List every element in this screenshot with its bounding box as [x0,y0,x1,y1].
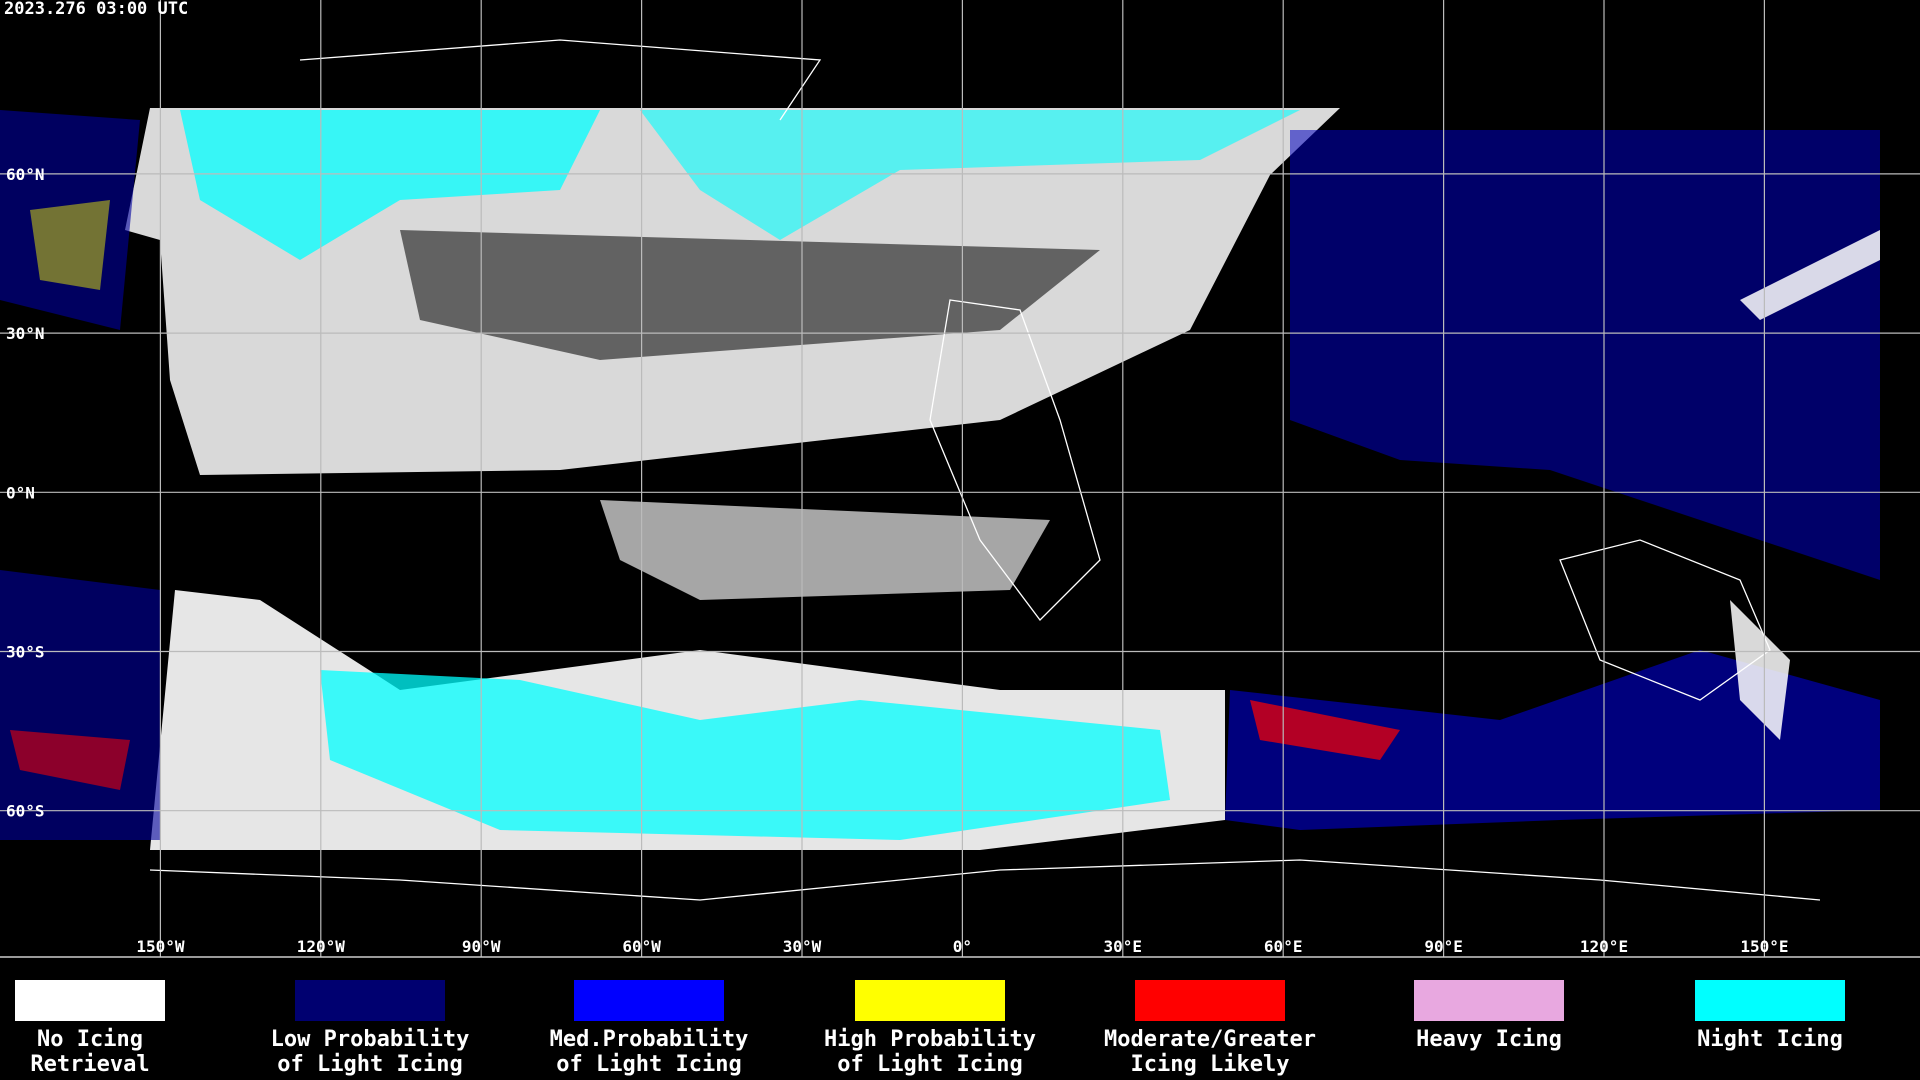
cloud-field [600,500,1050,600]
night-cloud [640,110,1300,240]
icing-region [10,730,130,790]
legend-label: Low Probability [271,1027,470,1052]
night-cloud [180,110,600,260]
graticule-labels: 150°W 120°W 90°W 60°W 30°W 0° 30°E 60°E 90°E 120°… [6,165,1788,956]
lat-label: 30°S [6,643,45,662]
clear-area [400,230,1100,360]
legend-label: Med.Probability [550,1027,749,1052]
legend-label: Moderate/Greater [1104,1027,1316,1052]
icing-region [1225,650,1880,830]
lat-label: 0°N [6,483,35,502]
lon-label: 0° [953,937,972,956]
legend-swatch [1414,980,1564,1021]
cloud-field [1730,600,1790,740]
icing-region [1250,700,1400,760]
legend-swatch [574,980,724,1021]
legend-label: of Light Icing [556,1052,741,1077]
night-cloud [320,670,1170,840]
lat-label: 60°S [6,802,45,821]
icing-region [1290,130,1880,580]
timestamp: 2023.276 03:00 UTC [4,0,188,19]
coastline [149,39,1821,901]
icing-region [0,110,140,330]
legend-swatch [1135,980,1285,1021]
legend-label: Retrieval [30,1052,149,1077]
legend-swatch [295,980,445,1021]
legend-label: Night Icing [1697,1027,1843,1052]
lat-label: 60°N [6,165,45,184]
legend-label: No Icing [37,1027,143,1052]
graticule [0,0,1920,958]
lon-label: 60°W [622,937,661,956]
legend-label: High Probability [824,1027,1036,1052]
lat-label: 30°N [6,324,45,343]
lon-label: 150°W [136,937,185,956]
lon-label: 90°W [462,937,501,956]
lon-label: 30°E [1104,937,1143,956]
lon-label: 90°E [1424,937,1463,956]
legend-label: Icing Likely [1131,1052,1290,1077]
legend-label: of Light Icing [837,1052,1022,1077]
icing-region [0,570,160,840]
legend-swatch [15,980,165,1021]
legend-label: of Light Icing [277,1052,462,1077]
legend-swatch [1695,980,1845,1021]
legend-swatch [855,980,1005,1021]
lon-label: 30°W [783,937,822,956]
icing-region [30,200,110,290]
legend-label: Heavy Icing [1416,1027,1562,1052]
lon-label: 60°E [1264,937,1303,956]
lon-label: 120°E [1580,937,1628,956]
lon-label: 150°E [1740,937,1788,956]
lon-label: 120°W [297,937,346,956]
cloud-field [1740,230,1880,320]
satellite-imagery [0,39,1880,901]
